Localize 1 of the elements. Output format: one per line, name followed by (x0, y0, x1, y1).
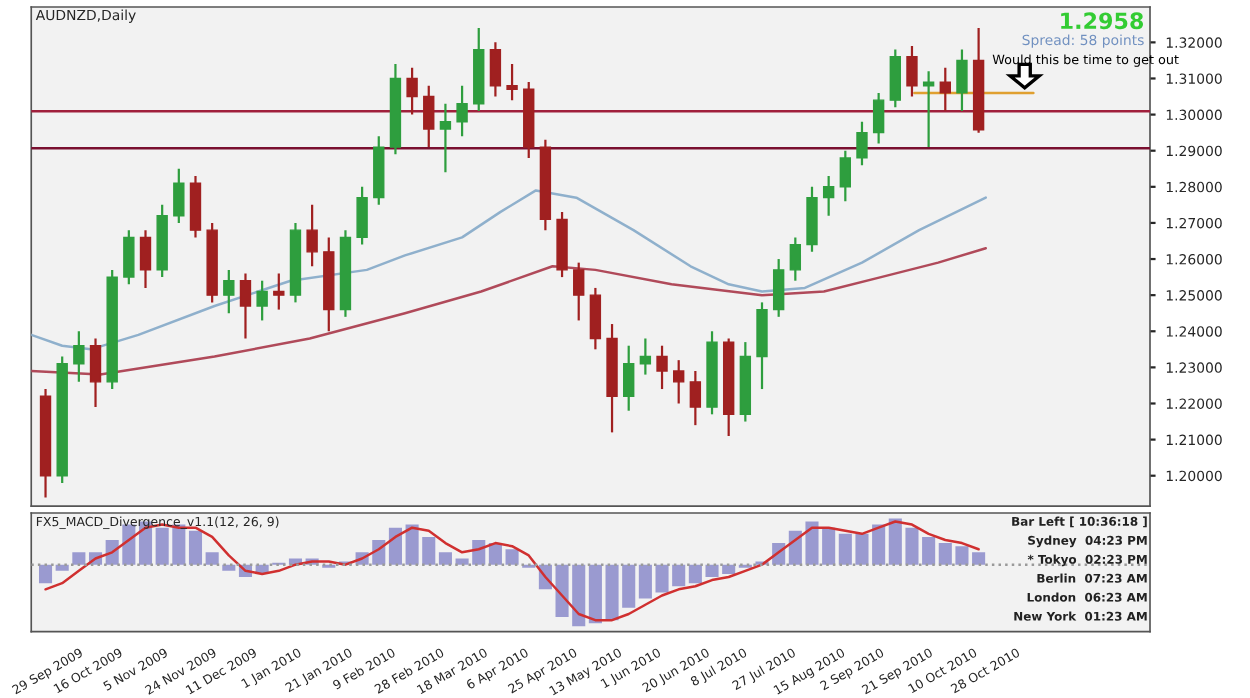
annotation: 1.2958 (1061, 12, 1144, 30)
